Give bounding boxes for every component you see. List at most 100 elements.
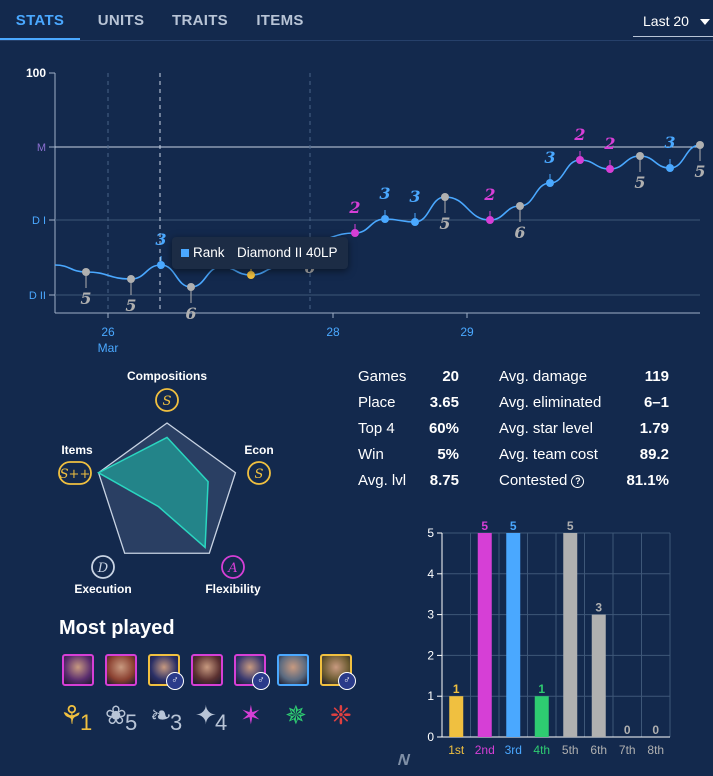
bar-y-tick: 3 [427, 608, 434, 622]
stat-row: Top 4 60% [358, 420, 459, 446]
rank-point[interactable] [516, 202, 524, 210]
radar-axis-label: Flexibility [205, 582, 261, 596]
placement-label: 2 [573, 125, 585, 144]
stat-label: Avg. team cost [499, 446, 598, 463]
champion-icon[interactable] [62, 654, 94, 686]
bar-y-tick: 1 [427, 689, 434, 703]
stat-label: Games [358, 368, 407, 385]
rank-point[interactable] [381, 215, 389, 223]
rank-point[interactable] [82, 268, 90, 276]
trait-glyph: ❀ [105, 700, 127, 730]
range-dropdown[interactable]: Last 20 [633, 8, 713, 37]
trait-icon[interactable]: ⚘ 1 [58, 700, 92, 734]
placement-bar[interactable] [563, 533, 578, 737]
rank-point[interactable] [696, 141, 704, 149]
rank-point[interactable] [636, 152, 644, 160]
stat-value: 5% [437, 446, 459, 463]
trait-glyph: ✦ [195, 700, 217, 730]
most-played-title: Most played [59, 617, 175, 639]
range-dropdown-value: Last 20 [643, 13, 689, 29]
placement-bar[interactable] [449, 696, 464, 737]
stat-row: Avg. star level 1.79 [499, 420, 669, 446]
placement-label: 5 [125, 296, 136, 315]
rank-point[interactable] [486, 216, 494, 224]
tab-items[interactable]: ITEMS [256, 12, 304, 29]
champion-icon[interactable] [277, 654, 309, 686]
tab-bar: STATS UNITS TRAITS ITEMS [0, 0, 713, 40]
grade-badge [91, 555, 115, 579]
rank-point[interactable] [441, 193, 449, 201]
radar-axis-label: Items [61, 443, 93, 457]
trait-icon[interactable]: ❀ 5 [103, 700, 137, 734]
rank-point[interactable] [411, 218, 419, 226]
rank-point[interactable] [157, 261, 165, 269]
placement-bar[interactable] [506, 533, 521, 737]
placement-bar-chart: 0 1 2 3 4 5 1 1st 5 2nd 5 3rd 1 4th 5 5th 3 6th 0 7th 0 8th [427, 520, 671, 757]
placement-label: 5 [634, 173, 645, 192]
grade-badge [247, 461, 271, 485]
trait-icon[interactable]: ✶ [238, 700, 272, 734]
bar-category-label: 8th [647, 743, 664, 757]
tooltip-key: Rank [193, 245, 225, 260]
stat-row: Avg. damage 119 [499, 368, 669, 394]
rank-point[interactable] [546, 179, 554, 187]
stat-value: 6–1 [643, 394, 669, 411]
bar-category-label: 4th [533, 743, 550, 757]
stat-row: Contested? 81.1% [499, 472, 669, 498]
rank-point[interactable] [606, 165, 614, 173]
rank-swatch [181, 249, 189, 257]
grade-label: D [97, 561, 109, 576]
playstyle-radar: Compositions S Econ S Flexibility A Execution D… [58, 369, 274, 596]
grade-badge [58, 461, 92, 485]
placement-bar[interactable] [477, 533, 492, 737]
trait-glyph: ✵ [285, 700, 307, 730]
trait-icon[interactable]: ✵ [283, 700, 317, 734]
placement-label: 3 [155, 230, 166, 249]
star-badge: ♂ [166, 672, 184, 690]
grade-label: A [227, 561, 237, 576]
champion-icon[interactable]: ♂ [320, 654, 356, 690]
star-badge: ♂ [338, 672, 356, 690]
champion-icon[interactable]: ♂ [234, 654, 270, 690]
champion-icon[interactable] [105, 654, 137, 686]
bar-value-label: 0 [652, 723, 659, 737]
placement-label: 5 [80, 289, 91, 308]
rank-line [54, 144, 701, 288]
stat-label: Top 4 [358, 420, 395, 437]
trait-icon[interactable]: ❧ 3 [148, 700, 182, 734]
bar-category-label: 5th [562, 743, 579, 757]
radar-axis-label: Execution [74, 582, 131, 596]
stat-label: Avg. lvl [358, 472, 407, 489]
trait-icon[interactable]: ✦ 4 [193, 700, 227, 734]
tab-stats[interactable]: STATS [0, 0, 80, 40]
stat-row: Games 20 [358, 368, 459, 394]
placement-bar[interactable] [534, 696, 549, 737]
placement-label: 3 [544, 148, 555, 167]
trait-icon[interactable]: ❈ [328, 700, 362, 734]
champion-icon[interactable] [191, 654, 223, 686]
y-tick-label: M [37, 142, 46, 154]
trait-glyph: ⚘ [60, 700, 84, 730]
champion-icon[interactable]: ♂ [148, 654, 184, 690]
tab-divider [0, 40, 713, 41]
rank-point[interactable] [187, 283, 195, 291]
bar-y-tick: 5 [427, 526, 434, 540]
stat-value: 1.79 [639, 420, 669, 437]
tab-units[interactable]: UNITS [97, 12, 145, 29]
rank-point[interactable] [127, 275, 135, 283]
stat-row: Avg. eliminated 6–1 [499, 394, 669, 420]
rank-point[interactable] [247, 271, 255, 279]
placement-label: 3 [664, 133, 675, 152]
tab-traits[interactable]: TRAITS [172, 12, 228, 29]
rank-point[interactable] [666, 164, 674, 172]
grade-badge [221, 555, 245, 579]
rank-point[interactable] [351, 229, 359, 237]
y-tick-label: D II [29, 290, 46, 302]
rank-point[interactable] [576, 156, 584, 164]
help-icon[interactable]: ? [571, 475, 585, 488]
stat-label: Place [358, 394, 396, 411]
placement-bar[interactable] [591, 614, 606, 737]
bar-y-tick: 2 [427, 648, 434, 662]
bar-value-label: 0 [624, 723, 631, 737]
bar-category-label: 1st [448, 743, 465, 757]
